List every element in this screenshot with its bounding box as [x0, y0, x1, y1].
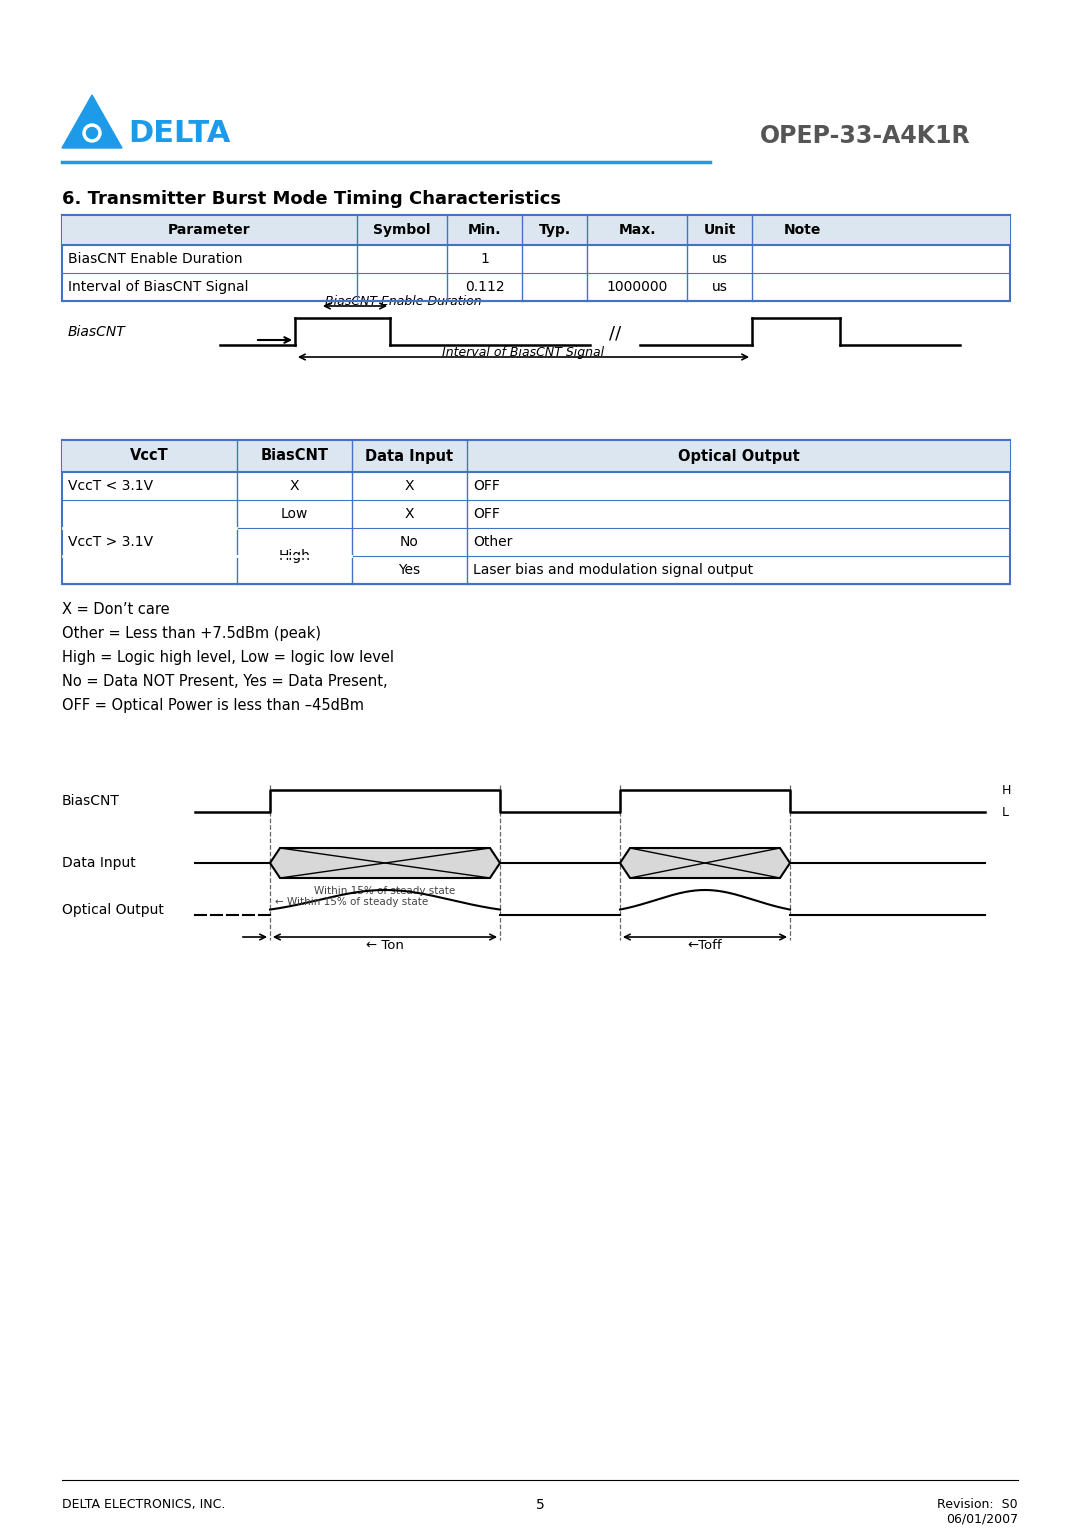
- Text: Min.: Min.: [468, 223, 501, 237]
- Text: Note: Note: [783, 223, 821, 237]
- Text: us: us: [712, 252, 728, 266]
- Text: DELTA: DELTA: [129, 119, 230, 148]
- Text: Max.: Max.: [618, 223, 656, 237]
- Text: Unit: Unit: [703, 223, 735, 237]
- Text: X: X: [289, 478, 299, 494]
- Text: Typ.: Typ.: [539, 223, 570, 237]
- Text: 1: 1: [481, 252, 489, 266]
- Text: Interval of BiasCNT Signal: Interval of BiasCNT Signal: [68, 280, 248, 293]
- Text: X: X: [405, 507, 415, 521]
- Text: High = Logic high level, Low = logic low level: High = Logic high level, Low = logic low…: [62, 649, 394, 665]
- Text: //: //: [609, 325, 621, 342]
- Text: BiasCNT: BiasCNT: [260, 449, 328, 463]
- Text: No = Data NOT Present, Yes = Data Present,: No = Data NOT Present, Yes = Data Presen…: [62, 674, 388, 689]
- Text: OFF: OFF: [473, 478, 500, 494]
- Text: Revision:  S0: Revision: S0: [937, 1497, 1018, 1511]
- Text: Yes: Yes: [399, 562, 420, 578]
- Text: us: us: [712, 280, 728, 293]
- Text: ←Toff: ←Toff: [688, 940, 723, 952]
- Text: Symbol: Symbol: [374, 223, 431, 237]
- Text: VccT > 3.1V: VccT > 3.1V: [68, 535, 153, 549]
- Circle shape: [83, 124, 102, 142]
- Text: DELTA ELECTRONICS, INC.: DELTA ELECTRONICS, INC.: [62, 1497, 226, 1511]
- Text: 0.112: 0.112: [464, 280, 504, 293]
- Text: Data Input: Data Input: [365, 449, 454, 463]
- Text: OFF: OFF: [473, 507, 500, 521]
- Text: BiasCNT: BiasCNT: [62, 795, 120, 808]
- Text: BiasCNT Enable Duration: BiasCNT Enable Duration: [68, 252, 243, 266]
- Text: Optical Output: Optical Output: [62, 903, 164, 917]
- Text: Other: Other: [473, 535, 512, 549]
- Text: Within 15% of steady state: Within 15% of steady state: [314, 886, 456, 895]
- Text: VccT: VccT: [130, 449, 168, 463]
- Bar: [62, 215, 1010, 244]
- Text: ← Ton: ← Ton: [366, 940, 404, 952]
- Polygon shape: [620, 848, 789, 879]
- Text: VccT < 3.1V: VccT < 3.1V: [68, 478, 153, 494]
- Text: Low: Low: [281, 507, 308, 521]
- Text: High: High: [279, 549, 310, 562]
- Text: Parameter: Parameter: [168, 223, 251, 237]
- Bar: [62, 440, 1010, 584]
- Text: Laser bias and modulation signal output: Laser bias and modulation signal output: [473, 562, 753, 578]
- Text: X: X: [405, 478, 415, 494]
- Circle shape: [86, 127, 97, 139]
- Text: Data Input: Data Input: [62, 856, 136, 869]
- Text: ← Within 15% of steady state: ← Within 15% of steady state: [275, 897, 429, 908]
- Bar: [62, 215, 1010, 301]
- Bar: [62, 440, 1010, 472]
- Text: BiasCNT Enable Duration: BiasCNT Enable Duration: [325, 295, 482, 309]
- Text: 06/01/2007: 06/01/2007: [946, 1513, 1018, 1525]
- Text: OFF = Optical Power is less than –45dBm: OFF = Optical Power is less than –45dBm: [62, 698, 364, 714]
- Text: Interval of BiasCNT Signal: Interval of BiasCNT Signal: [442, 345, 604, 359]
- Polygon shape: [270, 848, 500, 879]
- Text: Other = Less than +7.5dBm (peak): Other = Less than +7.5dBm (peak): [62, 626, 321, 642]
- Text: 5: 5: [536, 1497, 544, 1513]
- Text: BiasCNT: BiasCNT: [68, 324, 125, 339]
- Text: H: H: [1002, 784, 1011, 796]
- Text: Optical Output: Optical Output: [677, 449, 799, 463]
- Text: 6. Transmitter Burst Mode Timing Characteristics: 6. Transmitter Burst Mode Timing Charact…: [62, 189, 561, 208]
- Polygon shape: [62, 95, 122, 148]
- Text: No: No: [400, 535, 419, 549]
- Text: X = Don’t care: X = Don’t care: [62, 602, 170, 617]
- Text: 1000000: 1000000: [606, 280, 667, 293]
- Text: OPEP-33-A4K1R: OPEP-33-A4K1R: [760, 124, 971, 148]
- Text: L: L: [1002, 805, 1009, 819]
